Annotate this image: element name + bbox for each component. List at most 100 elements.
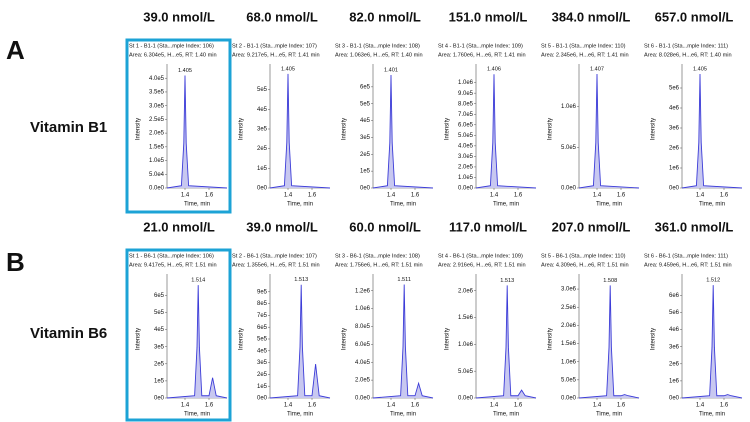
chart-title: 68.0 nmol/L: [246, 9, 318, 24]
peak-area: [476, 285, 536, 398]
highlight-box: [125, 248, 232, 422]
y-tick-label: 0.0e0: [355, 396, 371, 402]
y-tick-label: 7e5: [257, 313, 268, 319]
chart-title: 657.0 nmol/L: [655, 9, 734, 24]
x-tick-label: 1.6: [514, 193, 523, 199]
peak-label: 1.514: [191, 278, 205, 284]
chart-header: Area: 9.217e5, H...e5, RT: 1.41 min: [232, 52, 320, 58]
y-tick-label: 0.0e0: [561, 186, 577, 192]
chart-header: Area: 9.417e5, H...e5, RT: 1.51 min: [129, 262, 217, 268]
y-tick-label: 8.0e5: [458, 101, 474, 107]
chart-header: Area: 2.345e6, H...e6, RT: 1.41 min: [541, 52, 629, 58]
y-tick-label: 0e0: [154, 396, 165, 402]
y-tick-label: 2.0e5: [149, 131, 165, 137]
x-tick-label: 1.4: [696, 403, 705, 409]
peak-label: 1.407: [590, 67, 604, 73]
chromatogram-line: [166, 75, 228, 189]
x-axis-label: Time, min: [184, 412, 210, 418]
y-tick-label: 1.5e6: [458, 315, 474, 321]
y-tick-label: 7.0e5: [458, 112, 474, 118]
x-tick-label: 1.6: [411, 193, 420, 199]
y-tick-label: 4e5: [257, 107, 268, 113]
x-tick-label: 1.4: [490, 403, 499, 409]
y-tick-label: 1e5: [257, 384, 268, 390]
y-tick-label: 0e0: [360, 186, 371, 192]
y-tick-label: 1.2e6: [355, 288, 371, 294]
y-axis-label: Intensity: [548, 328, 554, 350]
x-tick-label: 1.6: [514, 403, 523, 409]
peak-area: [682, 74, 742, 188]
chromatogram-line: [372, 284, 434, 399]
y-tick-label: 6e6: [669, 293, 680, 299]
x-tick-label: 1.4: [181, 403, 190, 409]
y-axis-label: Intensity: [239, 118, 245, 140]
y-tick-label: 5.0e5: [561, 145, 577, 151]
chart-title: 151.0 nmol/L: [449, 9, 528, 24]
chromatogram-line: [166, 285, 228, 399]
x-tick-label: 1.4: [181, 193, 190, 199]
peak-label: 1.511: [397, 277, 411, 283]
chart-header: St 3 - B1-1 (Sta...mple Index: 108): [335, 43, 420, 49]
chromatogram-line: [269, 73, 331, 189]
y-tick-label: 0e0: [669, 186, 680, 192]
y-axis-label: Intensity: [445, 118, 451, 140]
chromatogram-line: [269, 284, 331, 399]
y-tick-label: 3.0e5: [149, 103, 165, 109]
highlight-box: [125, 38, 232, 214]
y-tick-label: 4.0e5: [458, 143, 474, 149]
panel-name: Vitamin B1: [30, 119, 107, 136]
y-axis-label: Intensity: [136, 118, 142, 140]
chromatogram-line: [475, 285, 537, 399]
x-axis-label: Time, min: [699, 412, 725, 418]
y-tick-label: 1e5: [257, 166, 268, 172]
y-tick-label: 1e6: [669, 166, 680, 172]
y-tick-label: 4e5: [257, 348, 268, 354]
peak-label: 1.406: [487, 67, 501, 73]
chart-title: 384.0 nmol/L: [552, 9, 631, 24]
chromatogram-line: [578, 285, 640, 399]
y-tick-label: 6e5: [154, 293, 165, 299]
chart-title: 60.0 nmol/L: [349, 219, 421, 234]
x-tick-label: 1.4: [387, 193, 396, 199]
x-tick-label: 1.6: [411, 403, 420, 409]
peak-label: 1.513: [294, 277, 308, 283]
chart-header: St 3 - B6-1 (Sta...mple Index: 108): [335, 253, 420, 259]
x-tick-label: 1.6: [205, 403, 214, 409]
y-tick-label: 4e5: [360, 118, 371, 124]
peak-area: [579, 285, 639, 398]
y-tick-label: 5e5: [257, 87, 268, 93]
y-tick-label: 1.0e6: [458, 342, 474, 348]
y-tick-label: 3e5: [154, 344, 165, 350]
x-tick-label: 1.4: [490, 193, 499, 199]
y-tick-label: 8e5: [257, 301, 268, 307]
y-tick-label: 0e0: [257, 186, 268, 192]
chart-header: St 5 - B6-1 (Sta...mple Index: 110): [541, 253, 626, 259]
y-tick-label: 6e5: [360, 84, 371, 90]
x-axis-label: Time, min: [287, 412, 313, 418]
chart-header: St 4 - B1-1 (Sta...mple Index: 109): [438, 43, 523, 49]
y-tick-label: 5.0e5: [458, 133, 474, 139]
peak-area: [167, 285, 227, 398]
panel-label: A: [6, 35, 25, 65]
peak-area: [373, 284, 433, 398]
panel-label: B: [6, 247, 25, 277]
chromatogram-line: [475, 74, 537, 189]
y-tick-label: 1e5: [360, 169, 371, 175]
chromatogram-line: [681, 285, 743, 399]
y-axis-label: Intensity: [342, 328, 348, 350]
chart-title: 207.0 nmol/L: [552, 219, 631, 234]
peak-label: 1.405: [178, 68, 192, 74]
y-tick-label: 3e6: [669, 344, 680, 350]
chart-header: Area: 1.355e6, H...e5, RT: 1.51 min: [232, 262, 320, 268]
y-tick-label: 9e5: [257, 289, 268, 295]
y-tick-label: 4e5: [154, 327, 165, 333]
chart-header: St 2 - B1-1 (Sta...mple Index: 107): [232, 43, 317, 49]
chart-header: Area: 4.309e6, H...e6, RT: 1.51 min: [541, 262, 629, 268]
y-tick-label: 5e5: [257, 337, 268, 343]
chart-header: St 6 - B6-1 (Sta...mple Index: 111): [644, 253, 728, 259]
peak-label: 1.513: [500, 278, 514, 284]
y-axis-label: Intensity: [136, 328, 142, 350]
y-tick-label: 1.0e6: [355, 306, 371, 312]
y-tick-label: 3.0e5: [458, 154, 474, 160]
y-tick-label: 5.0e5: [458, 369, 474, 375]
